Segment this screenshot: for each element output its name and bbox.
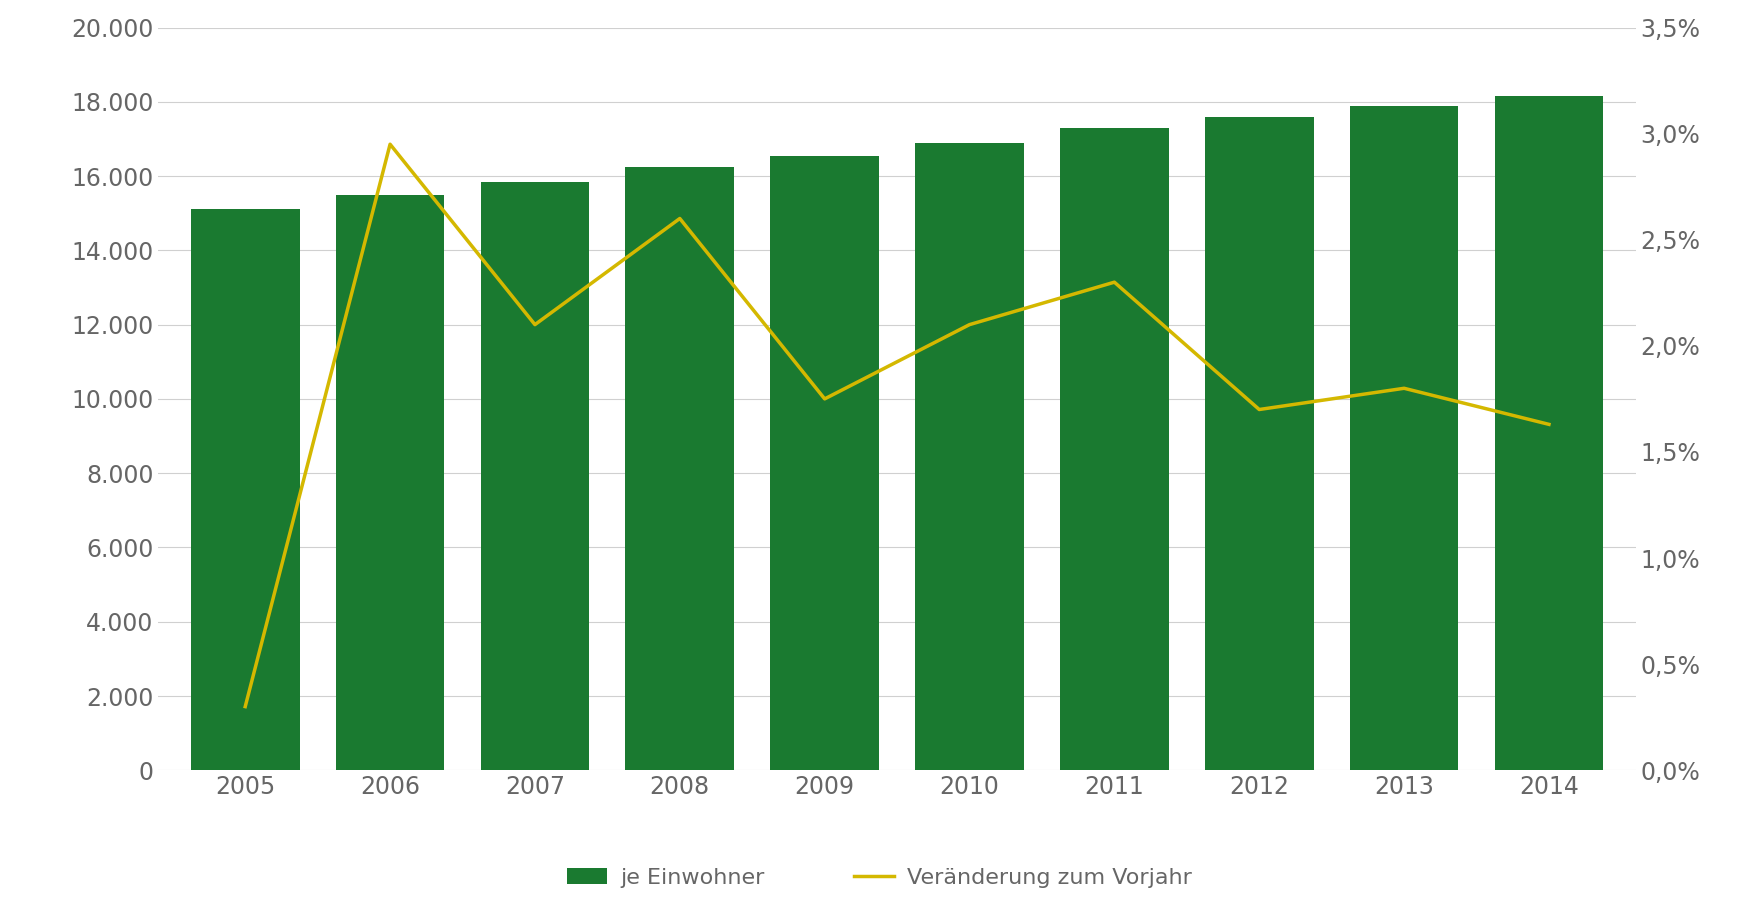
Veränderung zum Vorjahr: [1249, 404, 1270, 415]
Veränderung zum Vorjahr: [1539, 419, 1560, 430]
Bar: [915, 143, 1024, 770]
Bar: [192, 209, 299, 770]
Legend: je Einwohner, Veränderung zum Vorjahr: je Einwohner, Veränderung zum Vorjahr: [558, 859, 1201, 897]
Bar: [626, 167, 734, 770]
Bar: [336, 194, 445, 770]
Bar: [1061, 127, 1168, 770]
Bar: [1205, 116, 1314, 770]
Line: Veränderung zum Vorjahr: Veränderung zum Vorjahr: [245, 144, 1550, 707]
Bar: [770, 156, 880, 770]
Veränderung zum Vorjahr: [234, 702, 255, 713]
Veränderung zum Vorjahr: [814, 393, 836, 404]
Veränderung zum Vorjahr: [959, 319, 980, 330]
Bar: [1495, 96, 1602, 770]
Bar: [480, 182, 589, 770]
Veränderung zum Vorjahr: [380, 138, 401, 149]
Veränderung zum Vorjahr: [1393, 382, 1414, 393]
Veränderung zum Vorjahr: [524, 319, 545, 330]
Veränderung zum Vorjahr: [668, 213, 690, 224]
Veränderung zum Vorjahr: [1105, 277, 1126, 288]
Bar: [1349, 105, 1458, 770]
